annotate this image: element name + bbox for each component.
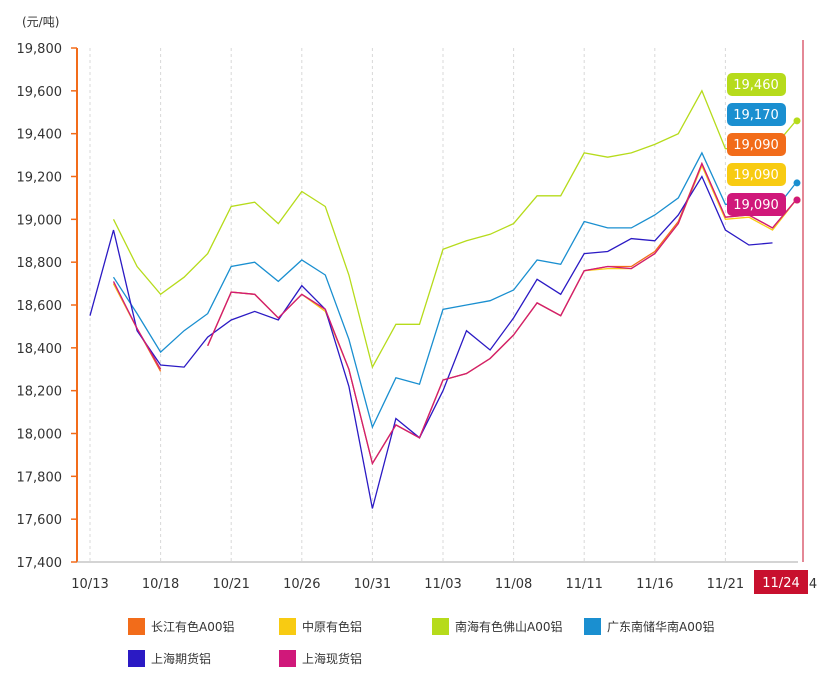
legend-label: 上海期货铝	[151, 651, 212, 666]
x-tick-label: 11/03	[424, 577, 461, 592]
legend-item[interactable]: 中原有色铝	[279, 616, 362, 636]
series-line	[112, 281, 162, 370]
line-chart: 10/13 10/18 10/21 10/26 10/31 11/03 11/08 11/11…	[17, 15, 817, 594]
end-value-label: 19,170	[733, 108, 779, 123]
x-tick-label: 10/26	[283, 577, 320, 592]
end-value-box	[727, 103, 786, 126]
end-value-box	[727, 193, 786, 216]
end-dot	[793, 117, 801, 125]
end-value-label: 19,090	[733, 198, 779, 213]
legend: 长江有色A00铝 中原有色铝 南海有色佛山A00铝 广东南储华南A00铝上海期货铝 上海…	[0, 600, 829, 690]
legend-label: 广东南储华南A00铝	[607, 619, 715, 634]
end-value-box	[727, 73, 786, 96]
end-dot	[793, 179, 801, 187]
legend-item[interactable]: 长江有色A00铝	[128, 616, 234, 636]
x-tick-label: 11/11	[565, 577, 602, 592]
series-line	[89, 175, 773, 509]
legend-label: 上海现货铝	[302, 651, 363, 666]
y-tick-label: 19,200	[17, 171, 63, 186]
x-tick-label: 10/13	[71, 577, 108, 592]
legend-swatch	[584, 617, 601, 635]
legend-swatch	[128, 617, 145, 635]
crosshair-date-badge	[754, 570, 808, 594]
legend-item[interactable]: 南海有色佛山A00铝	[432, 616, 562, 636]
y-tick-label: 18,200	[17, 385, 63, 400]
legend-item[interactable]: 上海现货铝	[279, 648, 362, 668]
legend-item[interactable]: 上海期货铝	[128, 648, 211, 668]
legend-swatch	[279, 649, 296, 667]
series-line	[207, 161, 797, 466]
x-tick-label: 10/18	[142, 577, 179, 592]
y-tick-label: 18,800	[17, 256, 63, 271]
series-line	[207, 164, 797, 466]
end-value-labels: 19,460 19,170 19,090 19,090 19,090	[727, 73, 801, 216]
series-line	[112, 151, 797, 429]
series-line	[207, 161, 797, 466]
y-tick-label: 19,000	[17, 213, 63, 228]
x-tick-label: 11/16	[636, 577, 673, 592]
y-tick-label: 19,600	[17, 85, 63, 100]
end-value-box	[727, 163, 786, 186]
end-value-label: 19,460	[733, 78, 779, 93]
legend-label: 中原有色铝	[302, 619, 363, 634]
series-lines	[89, 89, 797, 509]
legend-swatch	[432, 617, 449, 635]
y-tick-label: 18,400	[17, 342, 63, 357]
legend-swatch	[279, 617, 296, 635]
end-value-label: 19,090	[733, 138, 779, 153]
end-value-label: 19,090	[733, 168, 779, 183]
crosshair-date-label: 11/24	[762, 576, 799, 591]
legend-label: 长江有色A00铝	[151, 619, 235, 634]
series-line	[112, 89, 797, 369]
end-value-box	[727, 133, 786, 156]
legend-item[interactable]: 广东南储华南A00铝	[584, 616, 714, 636]
end-dot	[793, 196, 801, 204]
legend-swatch	[128, 649, 145, 667]
y-unit-label: (元/吨)	[22, 15, 59, 29]
grid-lines	[89, 48, 726, 562]
x-tick-label: 11/08	[495, 577, 532, 592]
y-tick-label: 17,600	[17, 513, 63, 528]
y-tick-label: 17,800	[17, 470, 63, 485]
y-tick-label: 18,600	[17, 299, 63, 314]
axes: 10/13 10/18 10/21 10/26 10/31 11/03 11/08 11/11…	[17, 40, 817, 594]
y-tick-label: 19,400	[17, 128, 63, 143]
y-tick-label: 19,800	[17, 42, 63, 57]
x-tick-label: 11/21	[707, 577, 744, 592]
x-tick-label-cut: 4	[809, 577, 817, 592]
x-tick-label: 10/31	[354, 577, 391, 592]
y-tick-label: 18,000	[17, 428, 63, 443]
x-tick-label: 10/21	[212, 577, 249, 592]
y-tick-label: 17,400	[17, 556, 63, 571]
legend-label: 南海有色佛山A00铝	[455, 619, 563, 634]
